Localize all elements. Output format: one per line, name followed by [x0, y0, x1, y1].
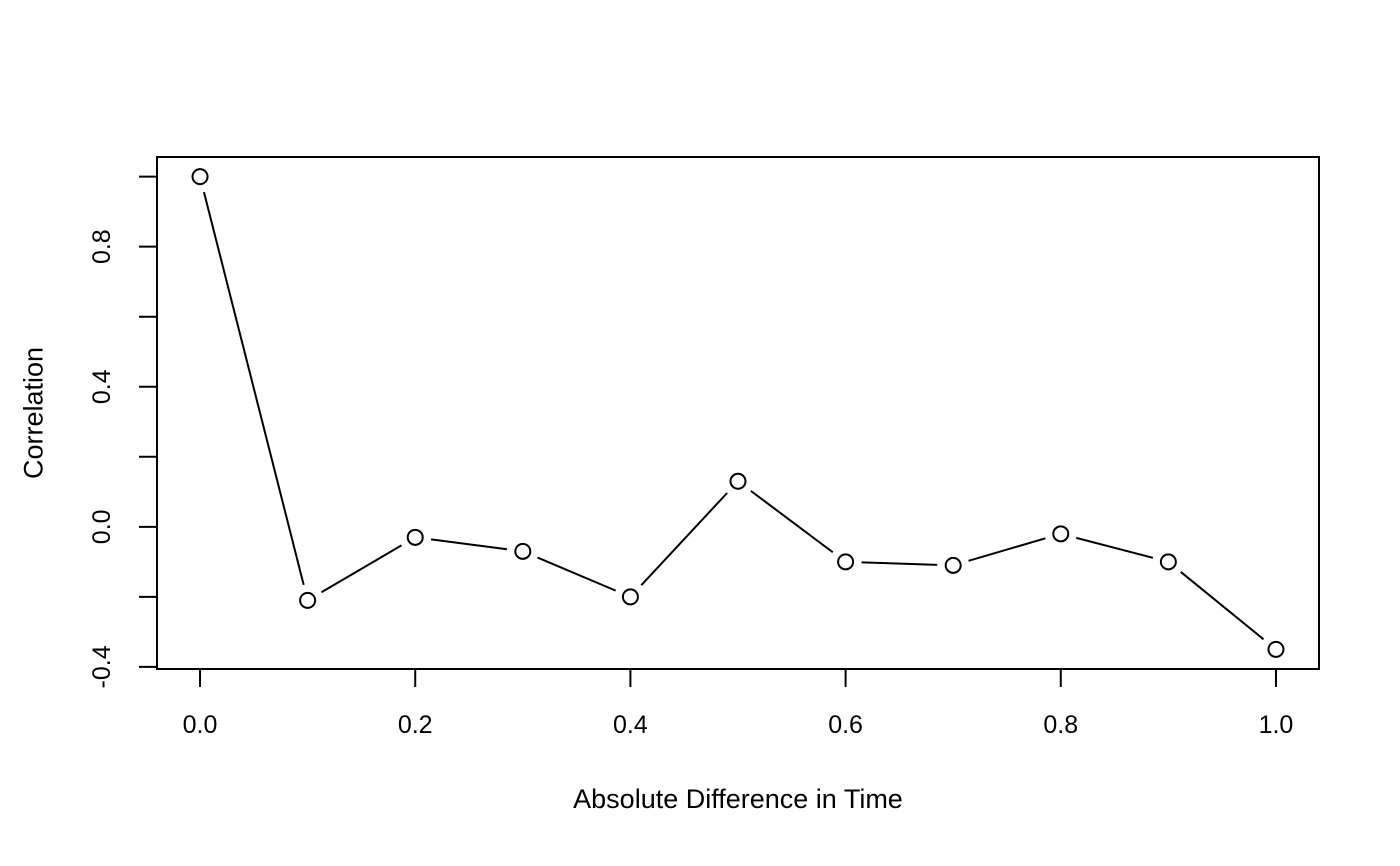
series-line-segment: [750, 490, 834, 554]
x-tick-label: 0.4: [613, 711, 648, 739]
data-point-marker: [299, 591, 317, 609]
x-tick-label: 0.2: [398, 711, 433, 739]
x-tick-label: 0.6: [828, 711, 863, 739]
x-axis-title: Absolute Difference in Time: [573, 784, 903, 814]
data-point-marker: [729, 472, 747, 490]
series-line-segment: [537, 556, 617, 592]
y-axis-title: Correlation: [18, 346, 49, 480]
y-tick-label: 0.4: [88, 369, 116, 404]
y-tick-label: -0.4: [88, 645, 116, 688]
series-line-segment: [430, 538, 508, 551]
x-tick-label: 1.0: [1259, 711, 1294, 739]
data-point-marker: [1267, 640, 1285, 658]
data-point-marker: [406, 528, 424, 546]
series-line-segment: [968, 537, 1046, 562]
series-line-segment: [1076, 536, 1154, 559]
data-point-marker: [837, 553, 855, 571]
y-tick-label: 0.8: [88, 229, 116, 264]
data-point-marker: [514, 542, 532, 560]
data-point-marker: [621, 588, 639, 606]
data-point-marker: [944, 556, 962, 574]
plot-box: [156, 156, 1320, 670]
series-line-segment: [1180, 571, 1265, 641]
x-tick-label: 0.0: [183, 711, 218, 739]
data-point-marker: [191, 168, 209, 186]
y-tick-label: 0.0: [88, 509, 116, 544]
series-line-segment: [203, 191, 305, 586]
series-line-segment: [861, 561, 938, 566]
series-line-segment: [640, 492, 728, 586]
data-point-marker: [1052, 525, 1070, 543]
series-line-segment: [320, 544, 402, 594]
x-tick-label: 0.8: [1043, 711, 1078, 739]
data-point-marker: [1159, 553, 1177, 571]
